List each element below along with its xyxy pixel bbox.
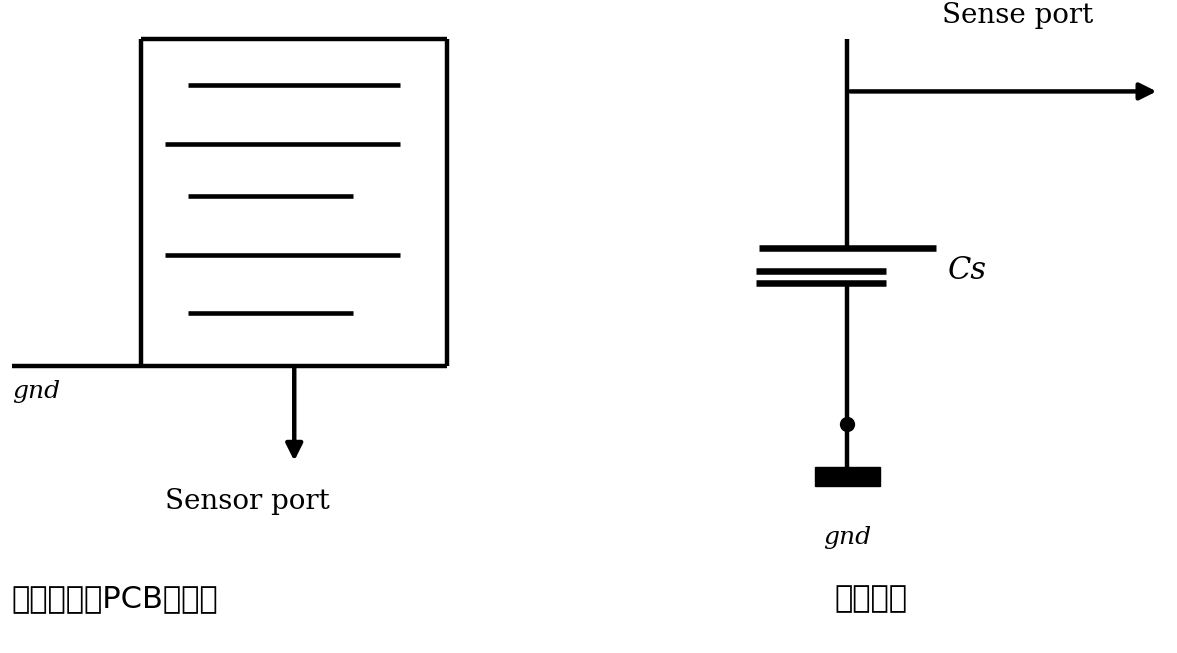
Text: gnd: gnd (12, 380, 60, 404)
Text: Sense port: Sense port (942, 3, 1093, 29)
Bar (814, 467, 880, 486)
Text: gnd: gnd (824, 526, 871, 549)
Text: 等效电容: 等效电容 (834, 584, 907, 613)
Text: Cs: Cs (947, 255, 986, 287)
Point (838, 419, 857, 430)
Text: Sensor port: Sensor port (165, 488, 330, 515)
Text: 触摸感应点PCB示意图: 触摸感应点PCB示意图 (12, 584, 219, 613)
